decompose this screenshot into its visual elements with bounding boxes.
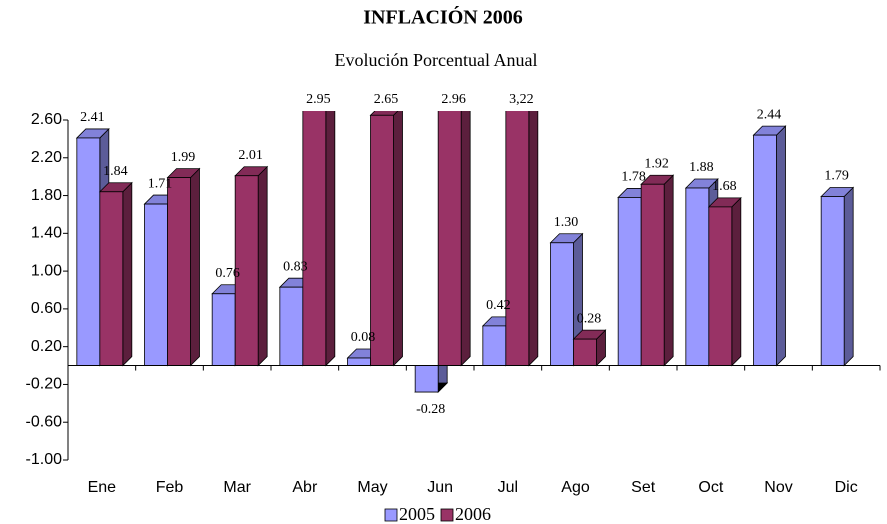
bar-side xyxy=(731,196,742,367)
bar xyxy=(370,114,394,366)
bar-group xyxy=(820,186,855,367)
bar-group xyxy=(572,329,607,367)
bar xyxy=(76,137,101,366)
bar xyxy=(167,177,191,366)
data-label: 0.83 xyxy=(283,259,308,274)
bar-side xyxy=(460,111,471,367)
bar xyxy=(617,197,642,366)
bar xyxy=(279,286,304,366)
data-label: 0.42 xyxy=(486,298,511,313)
bar-group xyxy=(98,181,133,367)
x-tick-label: Feb xyxy=(156,479,184,496)
bar xyxy=(482,325,507,366)
y-tick-label: 1.40 xyxy=(31,225,62,242)
bar xyxy=(144,203,168,366)
bar xyxy=(414,365,439,393)
bar xyxy=(708,206,733,366)
legend-label: 2006 xyxy=(455,504,491,524)
data-label: 1.99 xyxy=(171,150,196,165)
plot-area xyxy=(75,77,855,393)
x-tick-label: Set xyxy=(631,479,656,496)
bar-top xyxy=(303,78,335,87)
bar-side xyxy=(325,111,336,367)
bar-side xyxy=(393,111,403,367)
bar-side xyxy=(122,181,133,367)
x-tick-label: Nov xyxy=(764,479,792,496)
data-label: 0.08 xyxy=(351,330,376,345)
x-tick-label: Abr xyxy=(292,479,318,496)
bar xyxy=(753,134,777,366)
x-tick-label: Jul xyxy=(498,479,518,496)
data-label: 1.92 xyxy=(644,156,669,171)
chart-subtitle: Evolución Porcentual Anual xyxy=(335,50,538,70)
bar xyxy=(640,183,665,366)
bar-side xyxy=(257,165,268,367)
bar xyxy=(820,196,845,366)
chart-title: INFLACIÓN 2006 xyxy=(363,5,522,29)
x-tick-label: Jun xyxy=(427,479,453,496)
data-label: 1.88 xyxy=(689,160,714,175)
y-tick-label: -1.00 xyxy=(26,451,63,468)
bar-side xyxy=(843,186,854,367)
data-label: 1.84 xyxy=(103,164,128,179)
bar-side xyxy=(190,167,200,367)
y-tick-label: -0.60 xyxy=(26,413,63,430)
bar xyxy=(347,357,371,366)
y-tick-label: 2.20 xyxy=(31,149,62,166)
data-label: 1.78 xyxy=(621,170,646,185)
bar-group xyxy=(707,196,742,367)
data-label: 2.44 xyxy=(757,107,782,122)
data-label: 3,22 xyxy=(509,92,534,107)
bar-group xyxy=(640,174,675,367)
bar xyxy=(99,191,124,366)
x-tick-label: May xyxy=(357,479,387,496)
bar-group xyxy=(549,232,584,367)
y-tick-label: 0.60 xyxy=(31,300,62,317)
bar-group xyxy=(166,167,201,367)
x-tick-label: Dic xyxy=(835,479,858,496)
data-label: -0.28 xyxy=(416,402,445,417)
data-label: 1.79 xyxy=(824,169,849,184)
bar xyxy=(437,111,462,366)
y-tick-label: 2.60 xyxy=(31,111,62,128)
bar-group xyxy=(437,77,471,367)
x-tick-label: Oct xyxy=(698,479,723,496)
data-label: 1.30 xyxy=(554,215,579,230)
y-tick-label: 1.00 xyxy=(31,262,62,279)
bar-side xyxy=(776,125,786,367)
legend-swatch xyxy=(384,508,398,522)
x-tick-label: Ene xyxy=(88,479,117,496)
bar-group xyxy=(369,111,403,367)
legend-swatch xyxy=(440,508,454,522)
bar-top xyxy=(438,77,470,86)
y-tick-label: 1.80 xyxy=(31,187,62,204)
data-label: 1.71 xyxy=(148,176,173,191)
legend-label: 2005 xyxy=(399,504,435,524)
y-tick-label: 0.20 xyxy=(31,338,62,355)
bar xyxy=(550,242,574,366)
data-label: 1.68 xyxy=(712,179,737,194)
x-tick-label: Ago xyxy=(561,479,590,496)
data-label: 2.65 xyxy=(374,92,399,107)
data-label: 2.95 xyxy=(306,92,331,107)
bar-group xyxy=(302,78,336,367)
data-label: 2.01 xyxy=(238,148,263,163)
bar xyxy=(302,111,327,366)
data-label: 0.28 xyxy=(577,311,602,326)
bar-group xyxy=(234,165,269,367)
bar-group xyxy=(505,111,539,367)
bar-side xyxy=(663,174,674,367)
x-tick-label: Mar xyxy=(223,479,251,496)
bar xyxy=(211,293,236,366)
y-tick-label: -0.20 xyxy=(26,376,63,393)
bar-group xyxy=(752,125,787,367)
bar xyxy=(685,187,710,366)
data-label: 2.96 xyxy=(441,92,466,107)
bar xyxy=(573,338,597,366)
data-label: 0.76 xyxy=(215,266,240,281)
data-label: 2.41 xyxy=(80,110,105,125)
